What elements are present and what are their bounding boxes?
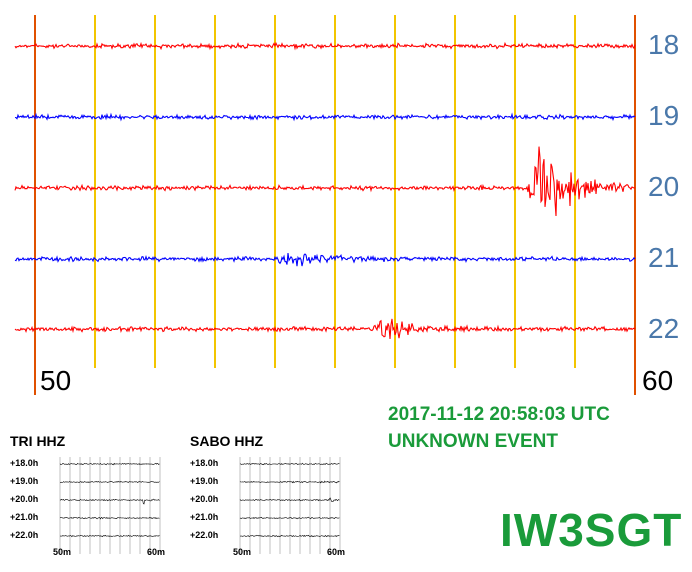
mini-trace (239, 534, 340, 538)
event-timestamp: 2017-11-12 20:58:03 UTC (388, 404, 610, 425)
trace-hour-20 (14, 146, 636, 217)
mini-row-label: +18.0h (190, 458, 219, 468)
mini-seismogram (59, 457, 161, 554)
mini-chart-title: SABO HHZ (190, 433, 264, 449)
event-label: UNKNOWN EVENT (388, 431, 558, 452)
station-id: IW3SGT (500, 504, 683, 556)
mini-trace (239, 516, 340, 520)
mini-trace (59, 462, 160, 466)
hour-label-20: 20 (648, 171, 680, 202)
trace-hour-19 (14, 112, 636, 122)
seismogram-chart (14, 15, 636, 395)
hour-label-22: 22 (648, 313, 680, 344)
mini-x-tick-label: 60m (147, 547, 166, 557)
mini-trace (239, 497, 340, 502)
trace-hour-21 (14, 253, 636, 267)
mini-trace (59, 498, 160, 505)
trace-hour-22 (14, 318, 636, 339)
trace-hour-18 (14, 41, 636, 51)
mini-trace (60, 534, 160, 538)
hour-label-21: 21 (648, 242, 680, 273)
mini-row-label: +21.0h (190, 512, 219, 522)
mini-trace (59, 516, 160, 520)
mini-row-label: +22.0h (10, 530, 39, 540)
mini-chart-sabo: SABO HHZ +18.0h +19.0h +20.0h +21.0h +22.0h 5… (190, 434, 360, 572)
mini-trace (60, 480, 160, 483)
hour-label-19: 19 (648, 100, 680, 131)
hour-label-18: 18 (648, 29, 680, 60)
mini-chart-tri: TRI HHZ +18.0h +19.0h +20.0h +21.0h +22.0h 50… (10, 434, 180, 572)
mini-x-tick-label: 60m (327, 547, 346, 557)
mini-row-label: +19.0h (190, 476, 219, 486)
minute-label-end: 60 (642, 365, 674, 396)
mini-trace (239, 462, 340, 466)
mini-x-tick-label: 50m (53, 547, 72, 557)
minute-label-start: 50 (40, 365, 72, 396)
mini-chart-title: TRI HHZ (10, 433, 66, 449)
mini-row-label: +21.0h (10, 512, 39, 522)
mini-row-label: +18.0h (10, 458, 39, 468)
mini-seismogram (239, 457, 341, 554)
mini-row-label: +22.0h (190, 530, 219, 540)
mini-x-tick-label: 50m (233, 547, 252, 557)
mini-row-label: +20.0h (190, 494, 219, 504)
mini-row-label: +19.0h (10, 476, 39, 486)
mini-trace (239, 480, 340, 484)
mini-row-label: +20.0h (10, 494, 39, 504)
